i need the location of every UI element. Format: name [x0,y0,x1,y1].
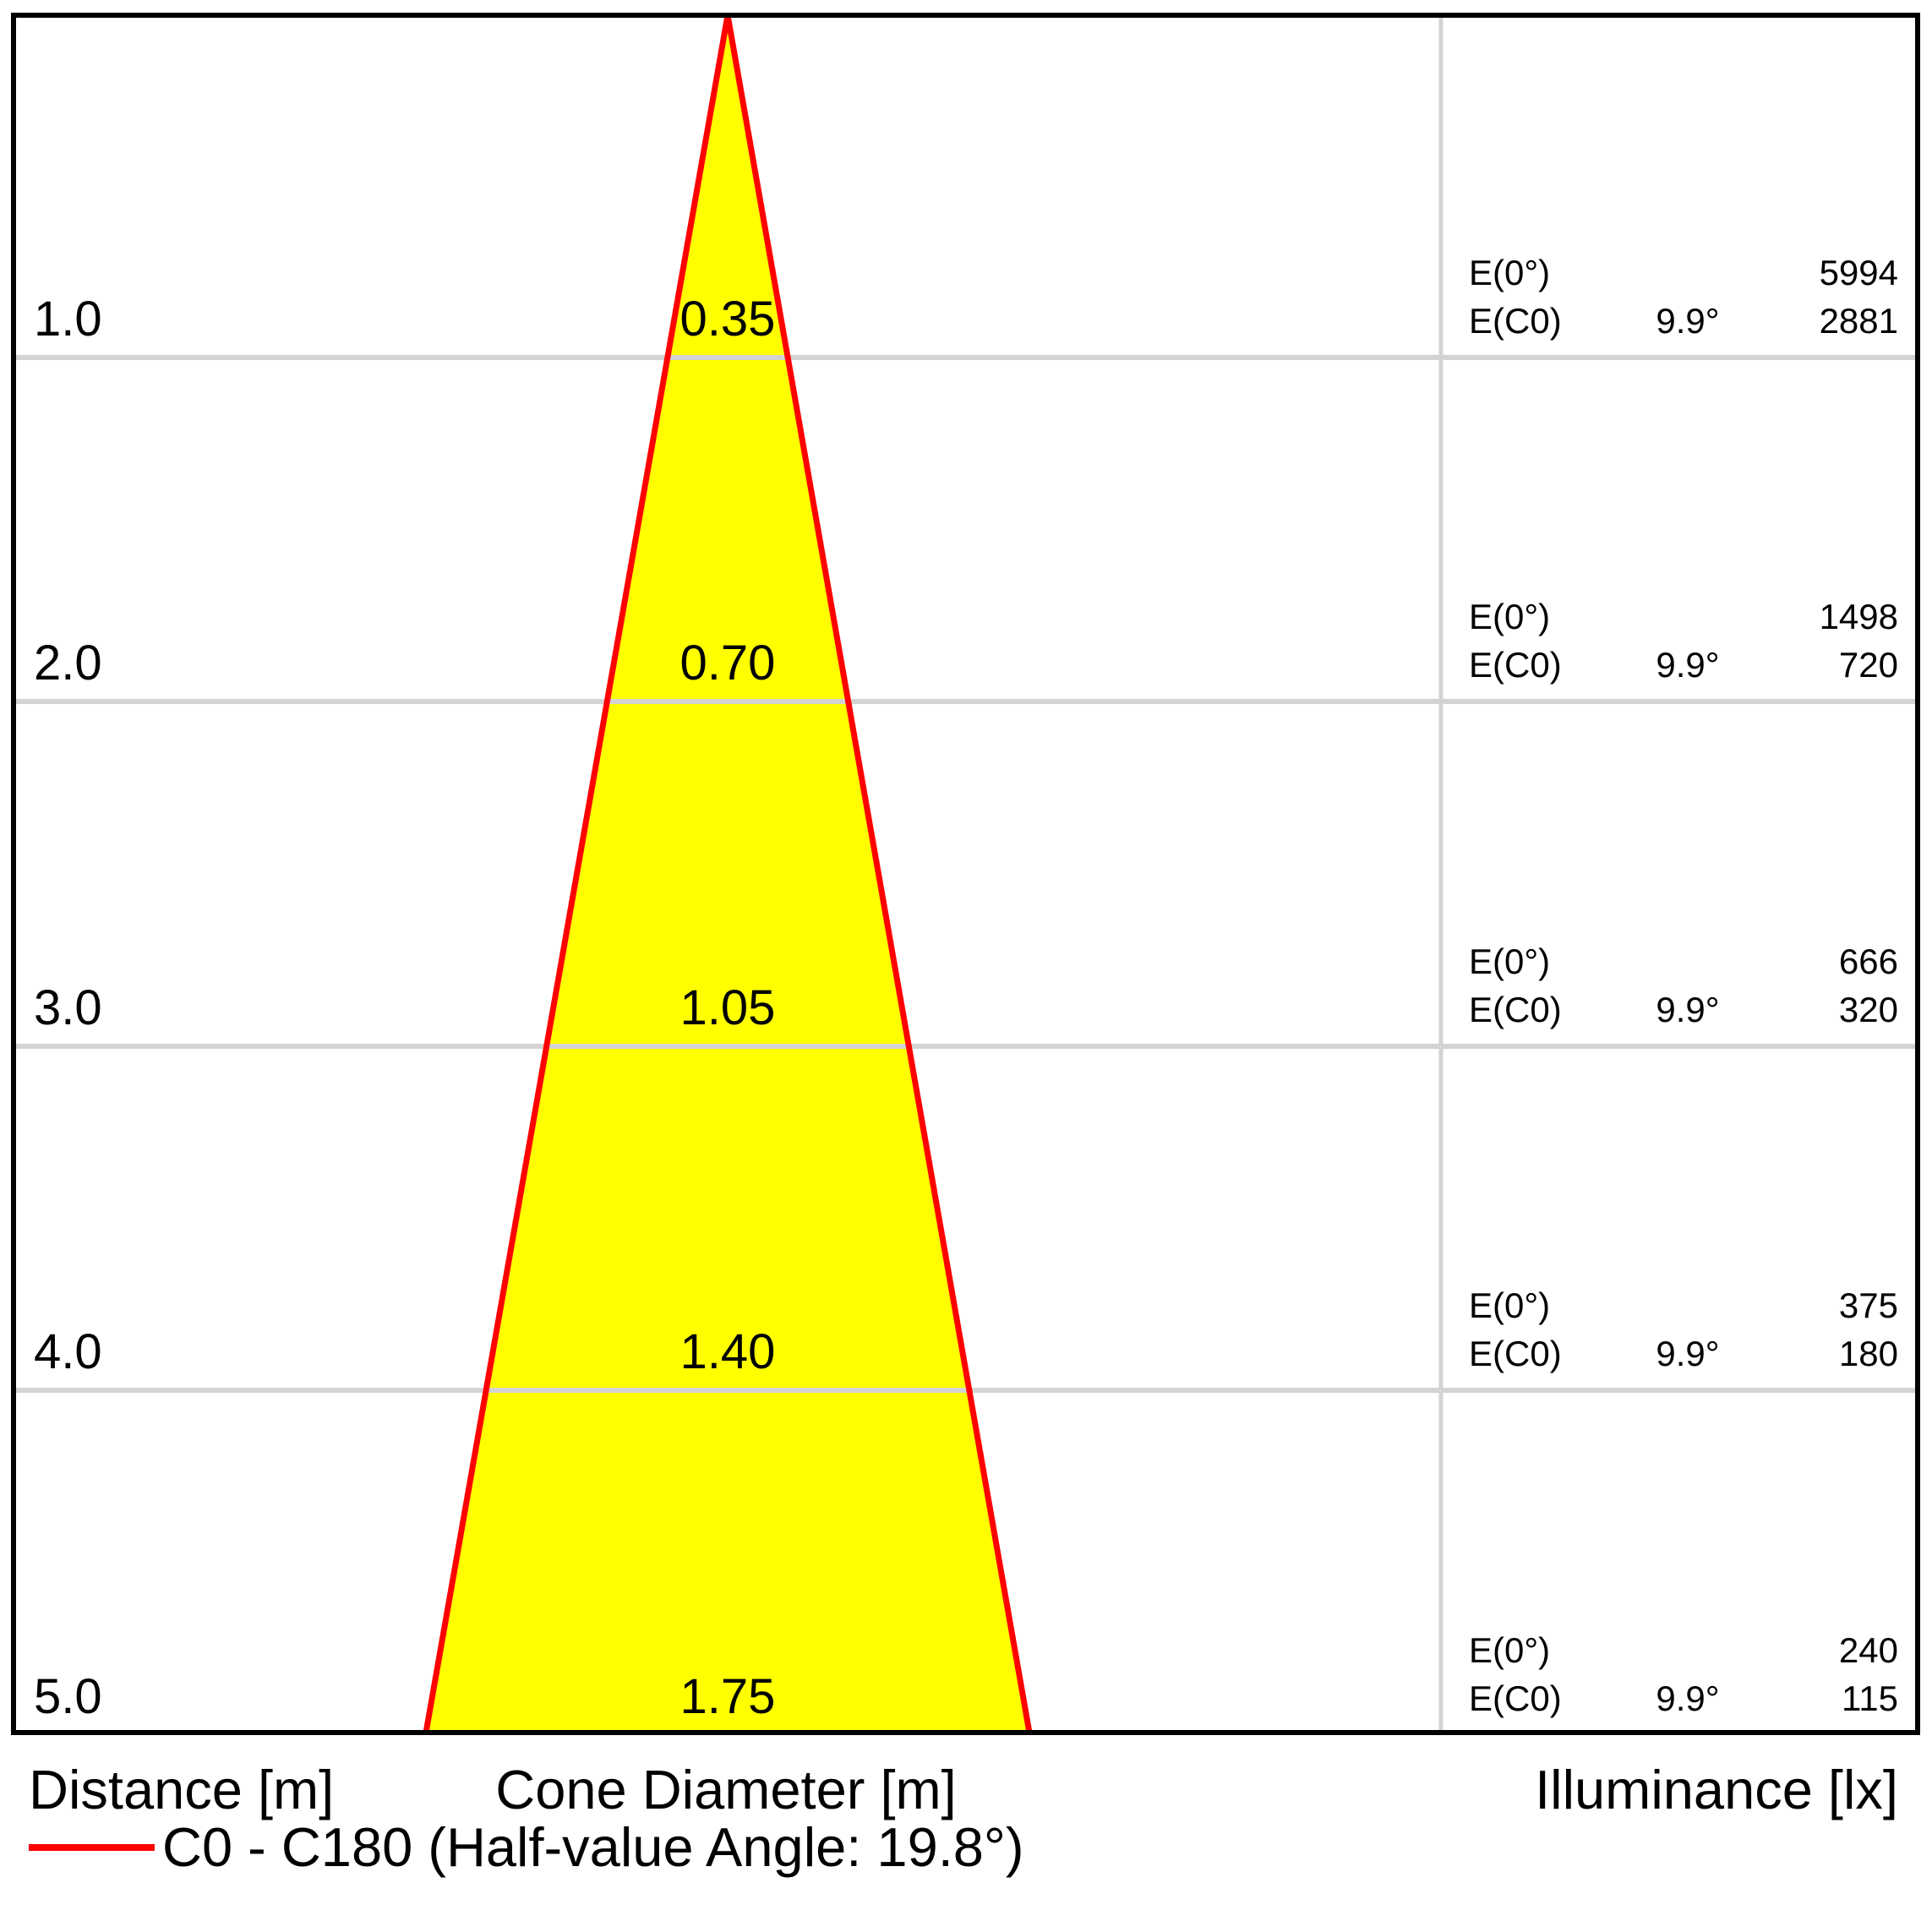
cone-diameter-label: 0.35 [679,292,776,347]
ec0-angle: 9.9° [1656,990,1720,1029]
legend-label: C0 - C180 (Half-value Angle: 19.8°) [162,1816,1024,1878]
illuminance-e0-row: E(0°) 5994 [1469,251,1898,295]
illuminance-ec0-row: E(C0) 9.9° 2881 [1469,299,1898,343]
distance-label: 1.0 [34,292,102,347]
ec0-label: E(C0) [1469,301,1562,341]
cone-diameter-label: 1.40 [679,1324,776,1379]
distance-label: 3.0 [34,980,102,1035]
e0-value: 375 [1838,1285,1898,1325]
distance-label: 2.0 [34,636,102,690]
illuminance-e0-row: E(0°) 666 [1469,940,1898,984]
cone-diameter-label: 0.70 [679,636,776,690]
e0-value: 5994 [1819,253,1898,292]
cone-edge-right [724,14,1033,1733]
ec0-angle: 9.9° [1656,1334,1720,1373]
distance-label: 5.0 [34,1669,102,1724]
illuminance-e0-row: E(0°) 1498 [1469,595,1898,639]
e0-label: E(0°) [1469,253,1551,292]
illuminance-e0-row: E(0°) 375 [1469,1284,1898,1328]
e0-value: 1498 [1819,597,1898,636]
e0-value: 240 [1838,1630,1898,1670]
illuminance-ec0-row: E(C0) 9.9° 115 [1469,1677,1898,1721]
ec0-label: E(C0) [1469,645,1562,685]
ec0-value: 320 [1838,990,1898,1029]
ec0-angle: 9.9° [1656,1678,1720,1718]
cone-diameter-axis-label: Cone Diameter [m] [495,1759,957,1820]
light-cone-triangle [426,15,1029,1733]
legend-line-swatch [29,1844,155,1851]
illuminance-axis-label: Illuminance [lx] [1535,1759,1898,1820]
ec0-angle: 9.9° [1656,645,1720,685]
ec0-value: 115 [1842,1678,1898,1718]
cone-edge-left [423,14,731,1733]
ec0-value: 180 [1838,1334,1898,1373]
e0-label: E(0°) [1469,597,1551,636]
illuminance-e0-row: E(0°) 240 [1469,1629,1898,1673]
e0-label: E(0°) [1469,1630,1551,1670]
e0-value: 666 [1838,941,1898,981]
ec0-value: 720 [1838,645,1898,685]
legend: C0 - C180 (Half-value Angle: 19.8°) [0,1817,1932,1878]
illuminance-ec0-row: E(C0) 9.9° 720 [1469,643,1898,687]
cone-diameter-label: 1.75 [679,1669,776,1724]
distance-axis-label: Distance [m] [29,1759,335,1820]
illuminance-ec0-row: E(C0) 9.9° 180 [1469,1332,1898,1376]
illuminance-ec0-row: E(C0) 9.9° 320 [1469,988,1898,1032]
e0-label: E(0°) [1469,941,1551,981]
distance-label: 4.0 [34,1324,102,1379]
ec0-angle: 9.9° [1656,301,1720,341]
ec0-label: E(C0) [1469,1678,1562,1718]
cone-diameter-label: 1.05 [679,980,776,1035]
ec0-label: E(C0) [1469,1334,1562,1373]
ec0-label: E(C0) [1469,990,1562,1029]
e0-label: E(0°) [1469,1285,1551,1325]
ec0-value: 2881 [1819,301,1898,341]
